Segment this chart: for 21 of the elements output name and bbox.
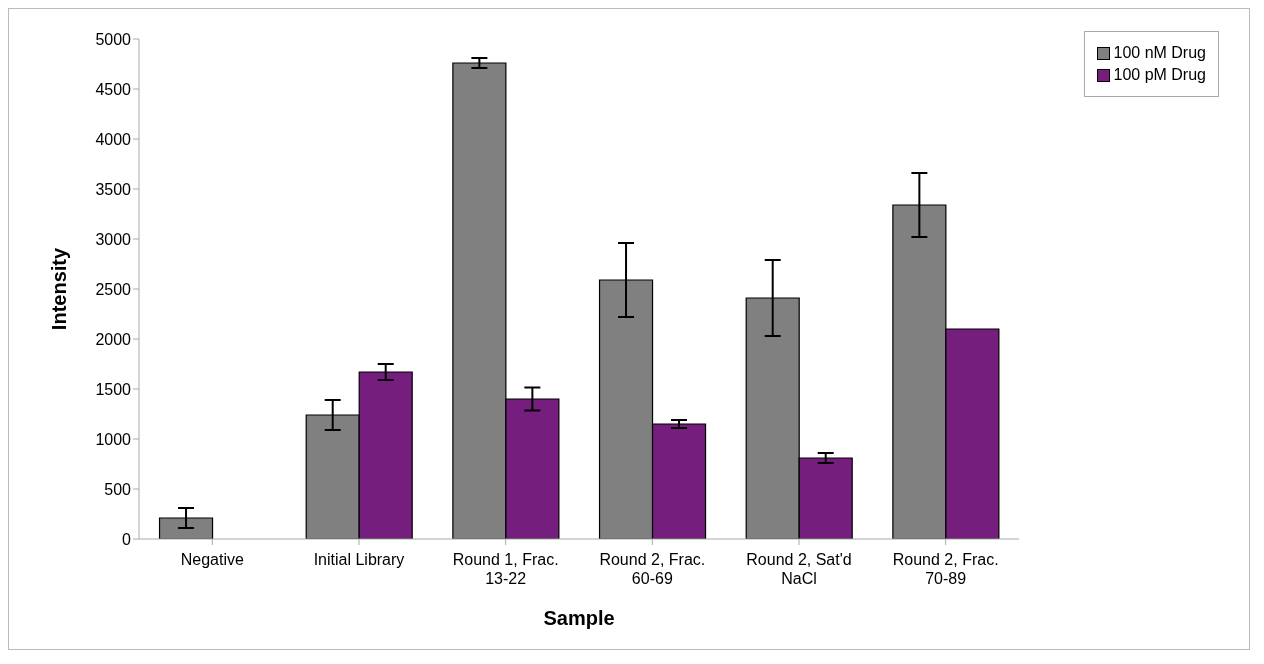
x-tick-label: Negative <box>180 551 245 568</box>
y-tick-label: 2000 <box>95 330 132 348</box>
x-tick-label: Round 2, Sat'd NaCl <box>746 551 852 587</box>
x-tick-label: Round 1, Frac. 13-22 <box>452 551 559 587</box>
x-tick-label: Round 2, Frac. 60-69 <box>599 551 706 587</box>
legend-label: 100 pM Drug <box>1113 66 1206 84</box>
y-tick-label: 2500 <box>95 280 132 298</box>
y-axis-title: Intensity <box>48 247 71 331</box>
x-tick-label: Initial Library <box>313 551 405 568</box>
legend-label: 100 nM Drug <box>1113 44 1206 62</box>
y-tick-label: 5000 <box>95 30 132 48</box>
y-tick-label: 0 <box>122 530 132 548</box>
y-tick-label: 1000 <box>95 430 132 448</box>
y-tick-label: 3000 <box>95 230 132 248</box>
y-tick-label: 1500 <box>95 380 132 398</box>
y-tick-label: 3500 <box>95 180 132 198</box>
y-tick-label: 500 <box>104 480 132 498</box>
x-tick-label: Round 2, Frac. 70-89 <box>892 551 999 587</box>
y-tick-label: 4500 <box>95 80 132 98</box>
x-axis-title: Sample <box>543 607 615 629</box>
y-tick-label: 4000 <box>95 130 132 148</box>
